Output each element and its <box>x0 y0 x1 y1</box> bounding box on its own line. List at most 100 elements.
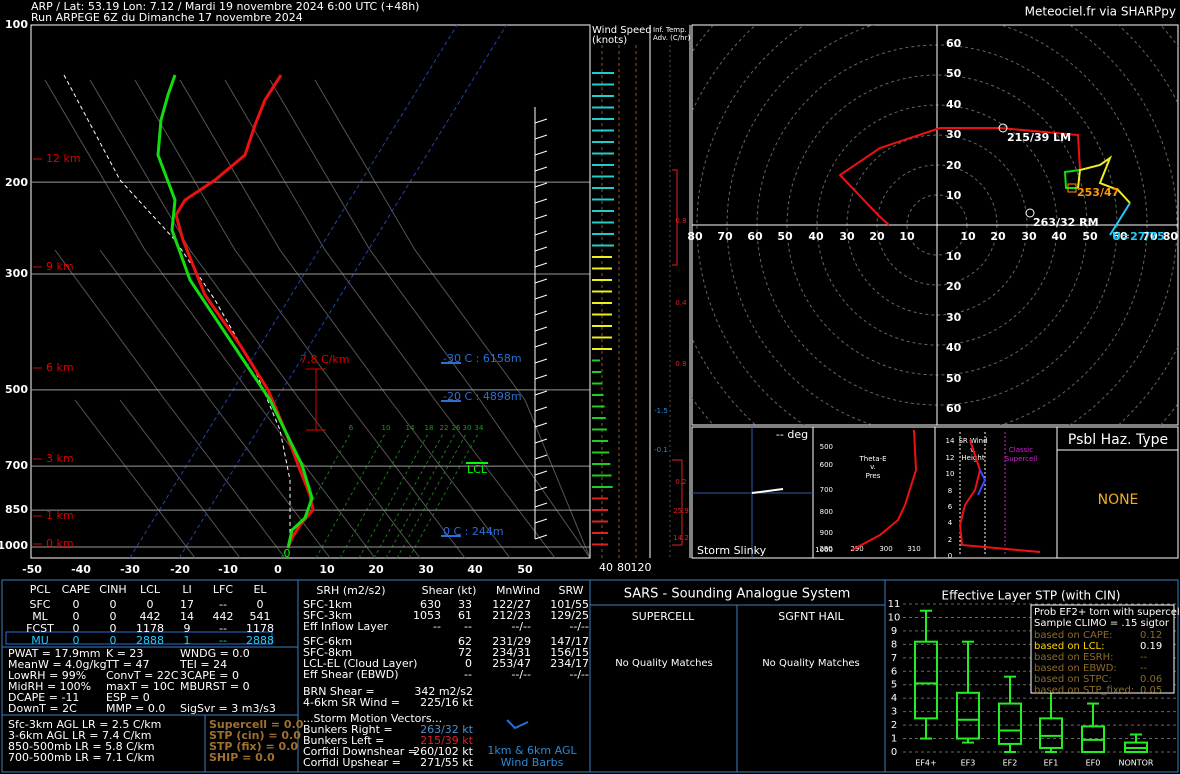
label: 60 <box>946 37 962 50</box>
label: 14.2 <box>673 534 689 542</box>
label: 850 <box>5 503 28 516</box>
label: TT = 47 <box>105 658 149 671</box>
label: 6 <box>891 666 897 677</box>
label: 1178 <box>136 622 164 635</box>
label: 34 <box>475 424 484 432</box>
label: 310 <box>907 545 920 553</box>
label: 101/55 <box>550 598 589 611</box>
adv-bar <box>672 169 678 266</box>
label: 342 m2/s2 <box>414 685 473 698</box>
wind-barb <box>534 310 548 316</box>
label: Pres <box>866 472 881 480</box>
label: 500 <box>820 443 833 451</box>
label: NONTOR <box>1118 759 1153 768</box>
mixing-ratio <box>358 431 430 559</box>
label: 215/39 LM <box>1007 131 1071 144</box>
label: 10 <box>382 424 391 432</box>
label: LCL <box>140 583 161 596</box>
label: Shear (kt) <box>422 584 477 597</box>
wind-barb <box>534 486 548 492</box>
label: 1km & 6km AGL <box>487 744 577 757</box>
label: 26 <box>452 424 461 432</box>
hodo-trace <box>1063 169 1081 189</box>
label: 70 <box>717 230 733 243</box>
wind-barb <box>534 534 548 540</box>
label: 0 <box>948 552 952 560</box>
label: SHIP = 0.0 <box>209 751 275 764</box>
label: based on STP_fixed: <box>1034 685 1134 696</box>
label: -0.1 <box>654 446 668 454</box>
label: 1 <box>891 734 897 745</box>
wind-barb <box>534 150 548 156</box>
label: 14 <box>406 424 415 432</box>
label: 1053 <box>413 609 441 622</box>
label: 900 <box>820 529 833 537</box>
label: -- <box>1140 652 1148 663</box>
label: -- <box>219 634 227 647</box>
label: 0 <box>73 622 80 635</box>
label: Adv. (C/hr) <box>653 34 690 42</box>
label: 442 <box>140 610 161 623</box>
label: --/-- <box>511 620 531 633</box>
hodo-trace <box>838 127 1081 226</box>
label: 30 <box>418 563 434 576</box>
label: 80 <box>687 230 703 243</box>
label: 1000 <box>815 546 833 554</box>
label: SFC-3km <box>303 609 352 622</box>
label: Classic <box>1009 446 1033 454</box>
label: SFC-6km <box>303 635 352 648</box>
label: based on EBWD: <box>1034 663 1117 674</box>
label: Run ARPEGE 6Z du Dimanche 17 novembre 20… <box>31 11 303 24</box>
label: 4-6km SR Wind = <box>303 696 400 709</box>
label: 50 <box>1082 230 1098 243</box>
label: 10 <box>899 230 915 243</box>
label: EF1 <box>1044 759 1059 768</box>
dry-adiabat <box>44 79 376 559</box>
box <box>998 702 1022 745</box>
label: 700-500mb LR = 7.1 C/km <box>8 751 155 764</box>
label: 2 <box>948 536 952 544</box>
label: 20 <box>368 563 384 576</box>
wind-barb <box>534 342 548 348</box>
label: ConvT = 22C <box>106 669 179 682</box>
label: 260/102 kt <box>413 745 474 758</box>
label: 30 <box>946 311 962 324</box>
label: MnWind <box>496 584 540 597</box>
label: 50 <box>777 230 793 243</box>
label: MMP = 0.0 <box>106 702 165 715</box>
label: EF0 <box>1086 759 1101 768</box>
label: 60 <box>1112 230 1128 243</box>
label: Wind Speed <box>592 25 652 36</box>
label: based on STPC: <box>1034 674 1112 685</box>
label: 0 km <box>46 537 74 550</box>
label: MidRH = 100% <box>8 680 91 693</box>
label: MeanW = 4.0g/kg <box>8 658 107 671</box>
label: 18 <box>425 424 434 432</box>
label: EF2 <box>1003 759 1018 768</box>
label: 500 <box>5 383 28 396</box>
label: SR Wind <box>958 437 987 445</box>
label: 17 <box>180 598 194 611</box>
label: Prob EF2+ torn with supercell <box>1034 607 1180 618</box>
label: 700 <box>820 486 833 494</box>
label: 20 <box>990 230 1006 243</box>
label: PWAT = 17.9mm <box>8 647 100 660</box>
label: 72 <box>458 646 472 659</box>
label: 22 <box>440 424 449 432</box>
label: 0 <box>73 634 80 647</box>
label: 253/47 <box>492 657 531 670</box>
mixing-ratio <box>339 431 411 559</box>
label: 0 <box>110 598 117 611</box>
storm-marker <box>1025 208 1035 218</box>
label: 4 <box>948 519 953 527</box>
dry-adiabat <box>54 249 286 559</box>
label: Corfidi Downshear = <box>303 745 417 758</box>
label: Bunkers Right = <box>303 723 393 736</box>
label: 630 <box>420 598 441 611</box>
theta-profile <box>851 429 918 551</box>
wind-barb <box>534 422 548 428</box>
label: --/-- <box>511 668 531 681</box>
label: 0.05 <box>1140 685 1162 696</box>
wind-barb <box>534 438 548 444</box>
label: DCAPE = -11 <box>8 691 79 704</box>
